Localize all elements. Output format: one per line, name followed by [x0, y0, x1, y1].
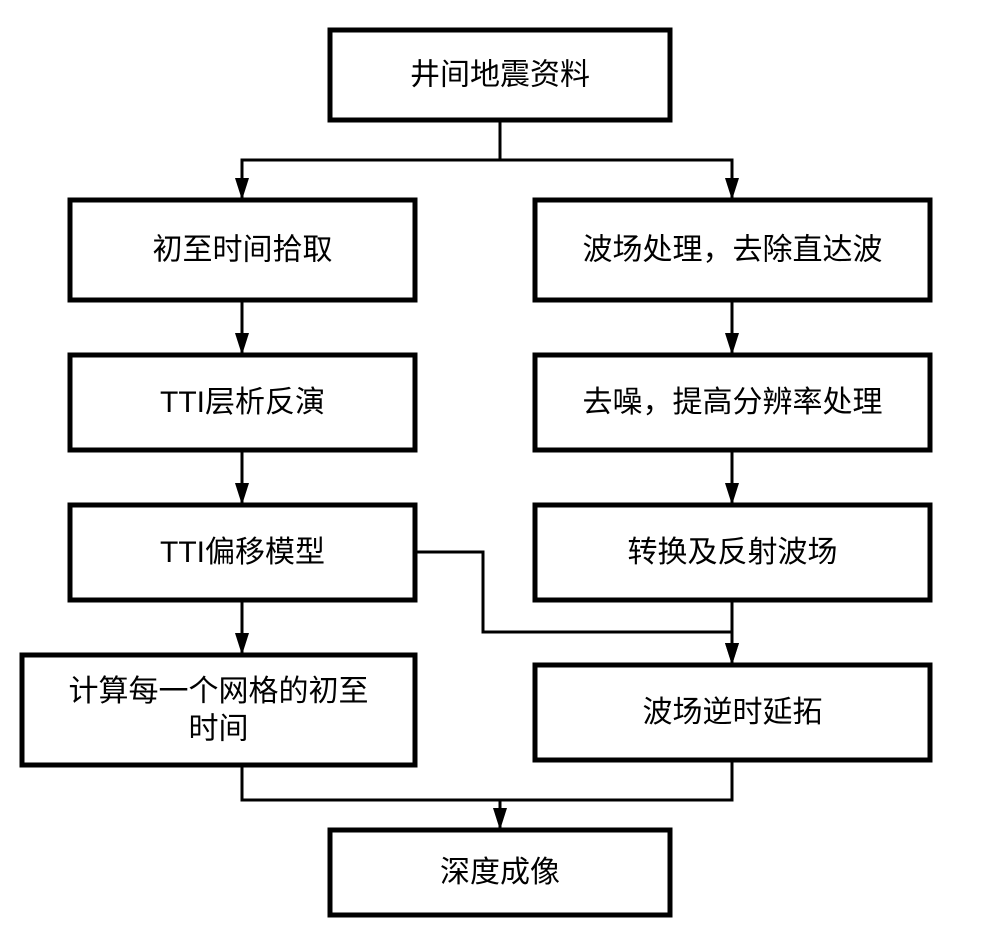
flowchart-node-R1: 波场处理，去除直达波 [535, 200, 930, 300]
node-label-BOT: 深度成像 [440, 856, 560, 889]
edge-split-R1 [500, 160, 732, 200]
flowchart-node-L4: 计算每一个网格的初至时间 [22, 655, 415, 765]
node-label-top: 井间地震资料 [410, 59, 590, 92]
node-label-R2: 去噪，提高分辨率处理 [583, 386, 883, 419]
node-label-L3: TTI偏移模型 [160, 536, 325, 569]
edge-R4-merge [500, 760, 732, 800]
node-rect-L4 [22, 655, 415, 765]
node-label-L4-line1: 时间 [189, 712, 249, 745]
flowchart-node-R4: 波场逆时延拓 [535, 665, 930, 760]
flowchart-node-R3: 转换及反射波场 [535, 505, 930, 600]
node-label-R4: 波场逆时延拓 [643, 696, 823, 729]
flowchart-node-top: 井间地震资料 [330, 30, 670, 120]
node-label-L4-line0: 计算每一个网格的初至 [69, 675, 369, 708]
flowchart-node-L2: TTI层析反演 [70, 355, 415, 450]
flowchart-diagram: 井间地震资料初至时间拾取 波场处理，去除直达波 TTI层析反演 去噪，提高分辨率处理 T… [0, 0, 1000, 934]
node-label-R1: 波场处理，去除直达波 [583, 234, 883, 267]
node-label-R3: 转换及反射波场 [628, 536, 838, 569]
node-label-L2: TTI层析反演 [160, 386, 325, 419]
flowchart-node-L1: 初至时间拾取 [70, 200, 415, 300]
edge-L4-merge [242, 765, 500, 800]
node-label-L1: 初至时间拾取 [153, 234, 333, 267]
flowchart-node-R2: 去噪，提高分辨率处理 [535, 355, 930, 450]
nodes-layer: 井间地震资料初至时间拾取 波场处理，去除直达波 TTI层析反演 去噪，提高分辨率处理 T… [22, 30, 930, 915]
edge-split-L1 [242, 160, 500, 200]
flowchart-node-L3: TTI偏移模型 [70, 505, 415, 600]
flowchart-node-BOT: 深度成像 [330, 830, 670, 915]
